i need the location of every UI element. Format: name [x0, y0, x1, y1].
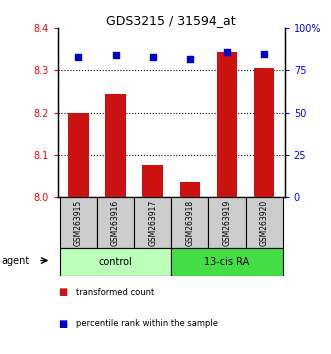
Point: [113, 52, 118, 58]
Text: GSM263917: GSM263917: [148, 200, 157, 246]
Text: transformed count: transformed count: [76, 287, 154, 297]
Text: control: control: [99, 257, 132, 267]
Point: [261, 51, 267, 56]
Bar: [134, 197, 171, 249]
Point: [150, 54, 155, 60]
Text: 13-cis RA: 13-cis RA: [205, 257, 250, 267]
Bar: [217, 52, 237, 197]
Point: [224, 49, 230, 55]
Bar: [209, 197, 246, 249]
Bar: [180, 182, 200, 197]
Text: GSM263918: GSM263918: [185, 200, 194, 246]
Title: GDS3215 / 31594_at: GDS3215 / 31594_at: [107, 14, 236, 27]
Text: GSM263916: GSM263916: [111, 200, 120, 246]
Bar: [142, 165, 163, 197]
Point: [187, 56, 193, 62]
Text: GSM263919: GSM263919: [222, 200, 232, 246]
Text: GSM263920: GSM263920: [260, 200, 269, 246]
Bar: [171, 249, 283, 276]
Bar: [254, 68, 274, 197]
Bar: [105, 94, 126, 197]
Bar: [68, 113, 89, 197]
Text: agent: agent: [2, 256, 30, 266]
Bar: [171, 197, 209, 249]
Bar: [60, 249, 171, 276]
Point: [76, 54, 81, 60]
Text: ■: ■: [58, 287, 67, 297]
Bar: [246, 197, 283, 249]
Text: GSM263915: GSM263915: [74, 200, 83, 246]
Bar: [97, 197, 134, 249]
Text: percentile rank within the sample: percentile rank within the sample: [76, 319, 218, 329]
Bar: [60, 197, 97, 249]
Text: ■: ■: [58, 319, 67, 329]
